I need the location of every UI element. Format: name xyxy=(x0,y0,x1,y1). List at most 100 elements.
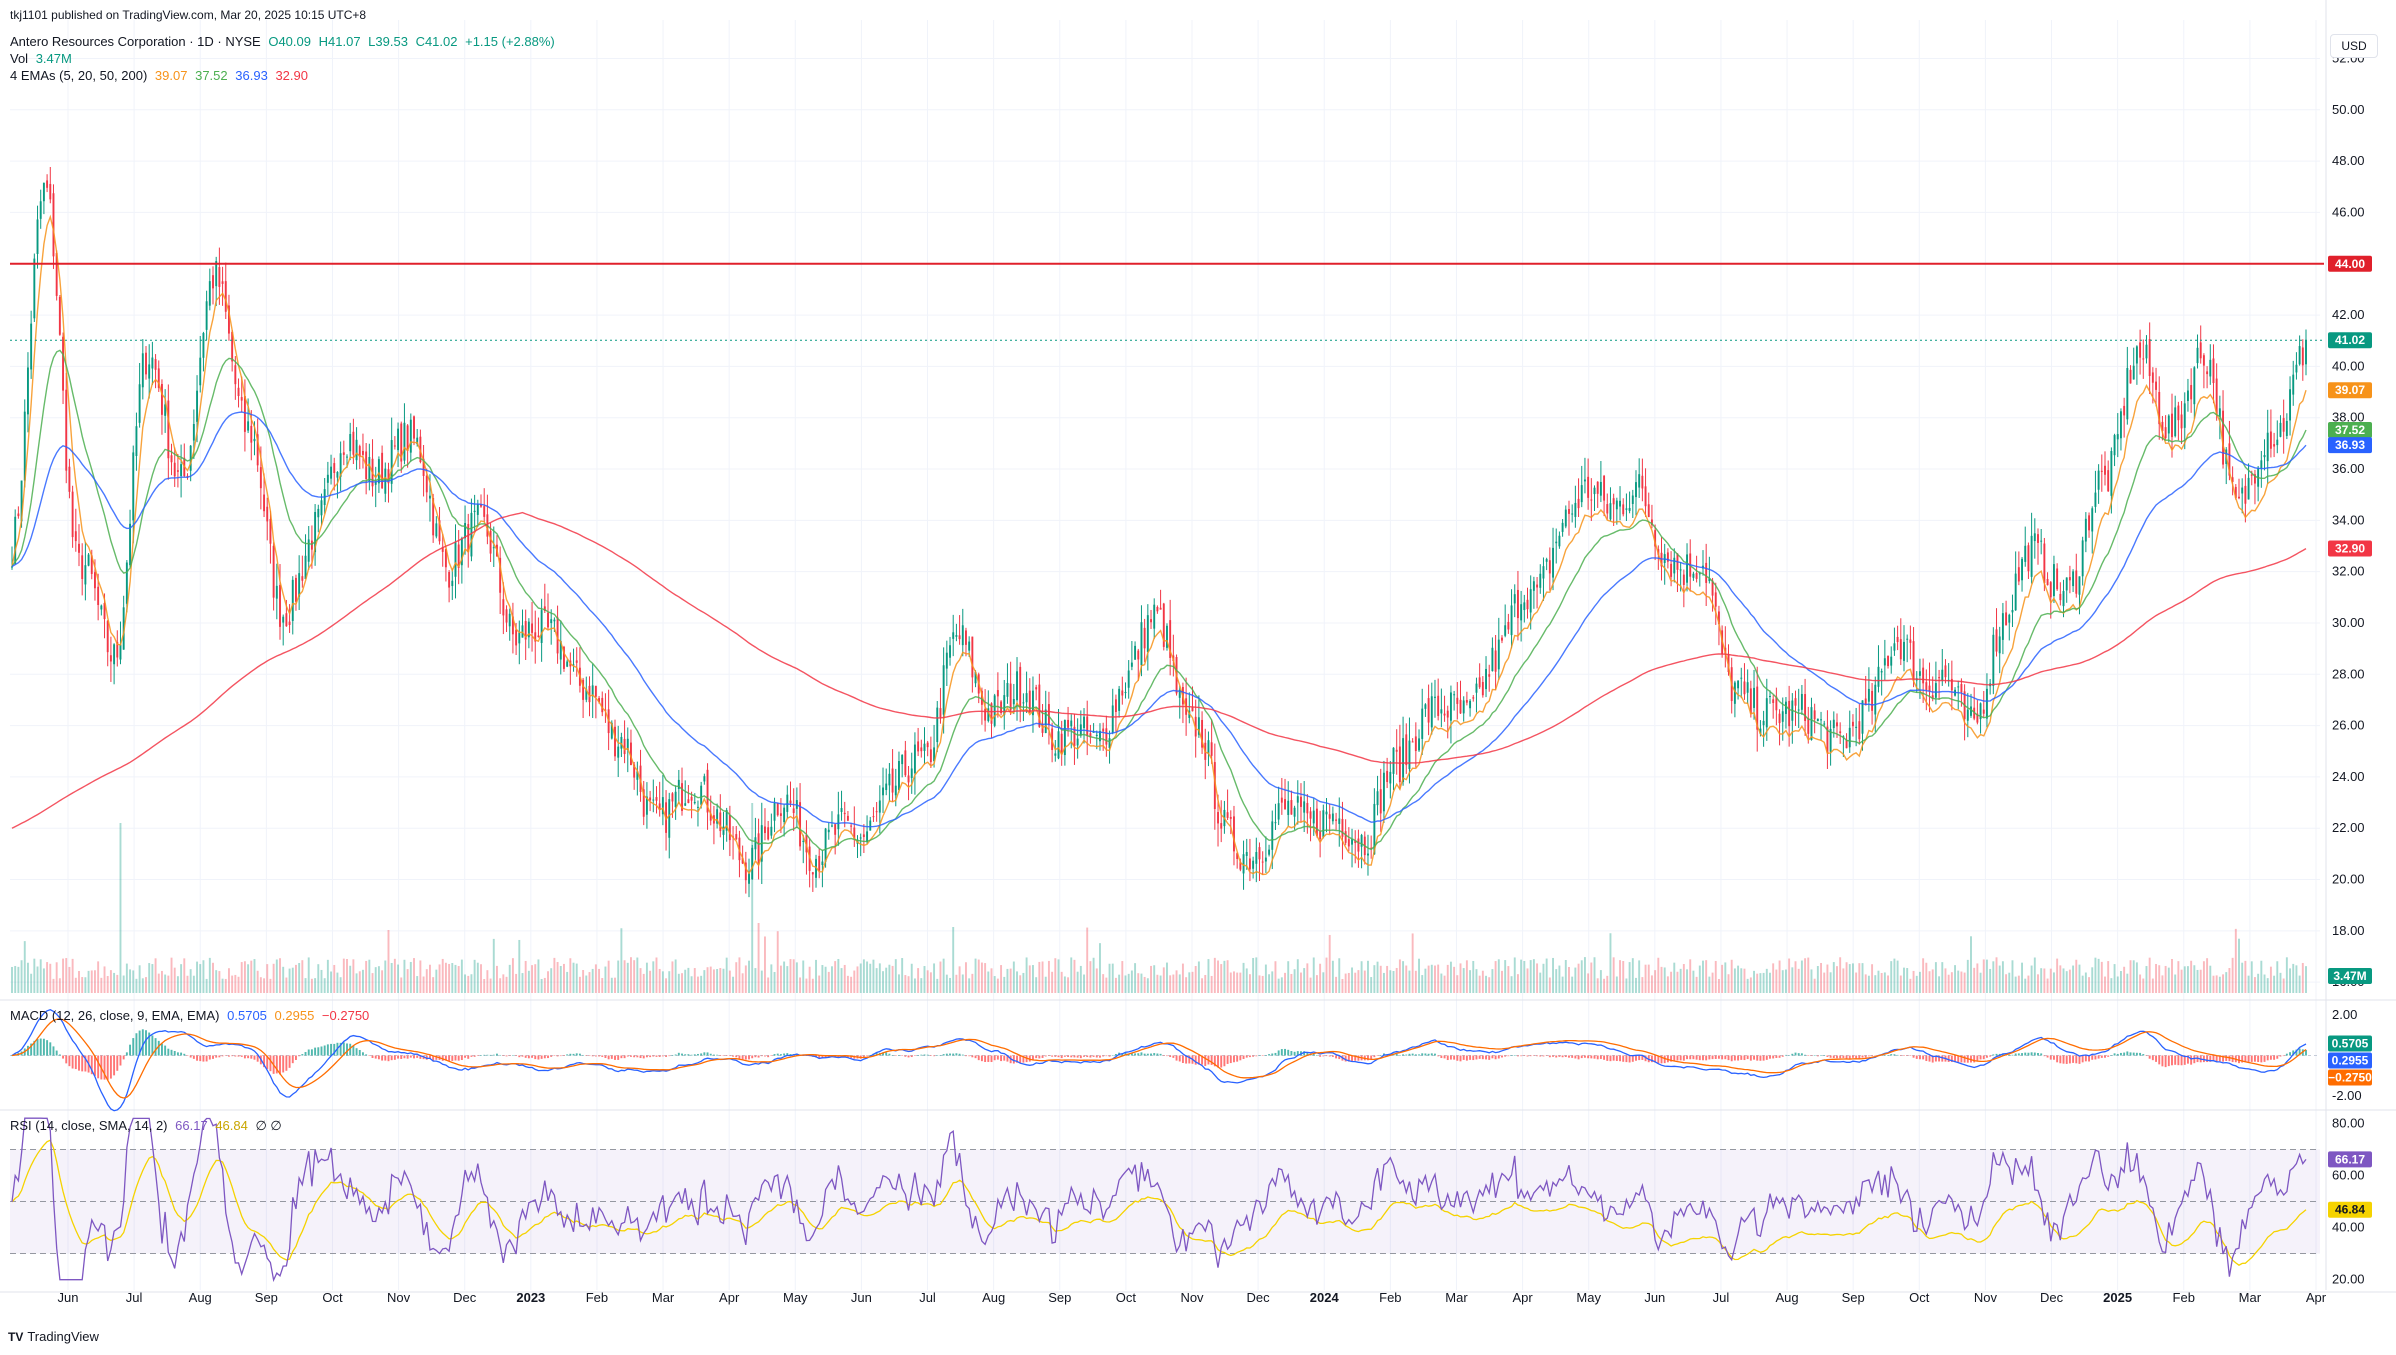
candle-body[interactable] xyxy=(1111,705,1114,733)
candle-body[interactable] xyxy=(859,837,862,839)
candle-body[interactable] xyxy=(1839,731,1842,734)
candle-body[interactable] xyxy=(2126,367,2129,420)
candle-body[interactable] xyxy=(1453,694,1456,696)
candle-body[interactable] xyxy=(2129,369,2132,384)
candle-body[interactable] xyxy=(208,281,211,306)
candle-body[interactable] xyxy=(2279,422,2282,437)
candle-body[interactable] xyxy=(1941,669,1944,681)
candle-body[interactable] xyxy=(1418,738,1420,751)
candle-body[interactable] xyxy=(46,180,49,188)
candle-body[interactable] xyxy=(1851,721,1854,727)
candle-body[interactable] xyxy=(1296,796,1299,803)
candle-body[interactable] xyxy=(668,799,671,838)
candle-body[interactable] xyxy=(920,747,923,752)
candle-body[interactable] xyxy=(2212,358,2215,384)
candle-body[interactable] xyxy=(1376,791,1379,806)
candle-body[interactable] xyxy=(748,873,750,884)
candle-body[interactable] xyxy=(2113,435,2116,456)
candle-body[interactable] xyxy=(1896,636,1899,643)
candle-body[interactable] xyxy=(840,808,843,812)
candle-body[interactable] xyxy=(2180,414,2183,429)
candle-body[interactable] xyxy=(2295,364,2298,373)
candle-body[interactable] xyxy=(1513,594,1516,604)
candle-body[interactable] xyxy=(1360,835,1363,847)
candle-body[interactable] xyxy=(1472,697,1475,699)
candle-body[interactable] xyxy=(1992,634,1995,686)
candle-body[interactable] xyxy=(1373,803,1376,855)
candle-body[interactable] xyxy=(1009,683,1012,711)
candle-body[interactable] xyxy=(1398,746,1401,783)
candle-body[interactable] xyxy=(505,609,508,623)
candle-body[interactable] xyxy=(2040,540,2043,542)
candle-body[interactable] xyxy=(2094,492,2097,507)
candle-body[interactable] xyxy=(218,267,221,287)
candle-body[interactable] xyxy=(2292,374,2295,395)
candle-body[interactable] xyxy=(1532,581,1535,591)
candle-body[interactable] xyxy=(1309,811,1312,819)
candle-body[interactable] xyxy=(314,512,317,553)
candle-body[interactable] xyxy=(1261,861,1264,863)
candle-body[interactable] xyxy=(1832,719,1835,729)
candle-body[interactable] xyxy=(524,621,527,640)
candle-body[interactable] xyxy=(100,605,103,610)
candle-body[interactable] xyxy=(515,629,518,646)
candle-body[interactable] xyxy=(1236,853,1239,859)
candle-body[interactable] xyxy=(1150,619,1152,623)
candle-body[interactable] xyxy=(1271,821,1274,850)
candle-body[interactable] xyxy=(1347,839,1350,847)
candle-body[interactable] xyxy=(894,785,897,796)
candle-body[interactable] xyxy=(2091,508,2094,532)
candle-body[interactable] xyxy=(1587,476,1590,498)
rsi-sma-line[interactable] xyxy=(11,1139,2307,1266)
candle-body[interactable] xyxy=(368,457,371,482)
candle-body[interactable] xyxy=(81,555,84,580)
candle-body[interactable] xyxy=(961,625,964,646)
candle-body[interactable] xyxy=(409,419,412,453)
candle-body[interactable] xyxy=(649,797,652,801)
candle-body[interactable] xyxy=(1156,606,1159,612)
candle-body[interactable] xyxy=(1191,706,1194,712)
candle-body[interactable] xyxy=(620,736,623,749)
candle-body[interactable] xyxy=(1443,713,1446,716)
macd-line[interactable] xyxy=(11,1008,2307,1112)
candle-body[interactable] xyxy=(1073,726,1076,747)
candle-body[interactable] xyxy=(1028,690,1031,713)
candle-body[interactable] xyxy=(2305,340,2307,365)
candle-body[interactable] xyxy=(176,470,179,472)
candle-body[interactable] xyxy=(2078,576,2081,595)
candle-body[interactable] xyxy=(773,803,776,821)
candle-body[interactable] xyxy=(980,690,983,705)
candle-body[interactable] xyxy=(821,861,824,865)
candle-body[interactable] xyxy=(1928,685,1931,692)
candle-body[interactable] xyxy=(2005,612,2008,626)
candle-body[interactable] xyxy=(1596,481,1599,494)
candle-body[interactable] xyxy=(2234,486,2237,499)
candle-body[interactable] xyxy=(272,545,275,598)
candle-body[interactable] xyxy=(1874,684,1877,715)
candle-body[interactable] xyxy=(2104,465,2106,475)
candle-body[interactable] xyxy=(23,411,26,481)
candle-body[interactable] xyxy=(26,367,29,415)
candle-body[interactable] xyxy=(30,323,33,370)
candle-body[interactable] xyxy=(2155,381,2158,390)
candle-body[interactable] xyxy=(2164,427,2167,439)
candle-body[interactable] xyxy=(2043,543,2046,584)
candle-body[interactable] xyxy=(1060,733,1063,755)
candle-body[interactable] xyxy=(572,664,575,666)
candle-body[interactable] xyxy=(1000,701,1003,714)
candle-body[interactable] xyxy=(907,775,910,783)
candle-body[interactable] xyxy=(1105,728,1108,745)
candle-body[interactable] xyxy=(2132,365,2135,380)
candle-body[interactable] xyxy=(1516,589,1519,619)
candle-body[interactable] xyxy=(2021,558,2023,581)
candle-body[interactable] xyxy=(2231,477,2234,482)
candle-body[interactable] xyxy=(853,827,856,839)
candle-body[interactable] xyxy=(1067,719,1070,728)
candle-body[interactable] xyxy=(789,800,792,804)
rsi-line[interactable] xyxy=(11,1117,2307,1283)
candle-body[interactable] xyxy=(1440,709,1443,714)
candle-body[interactable] xyxy=(1906,638,1909,640)
candle-body[interactable] xyxy=(2110,450,2113,496)
candle-body[interactable] xyxy=(1938,677,1941,679)
candle-body[interactable] xyxy=(936,707,939,743)
